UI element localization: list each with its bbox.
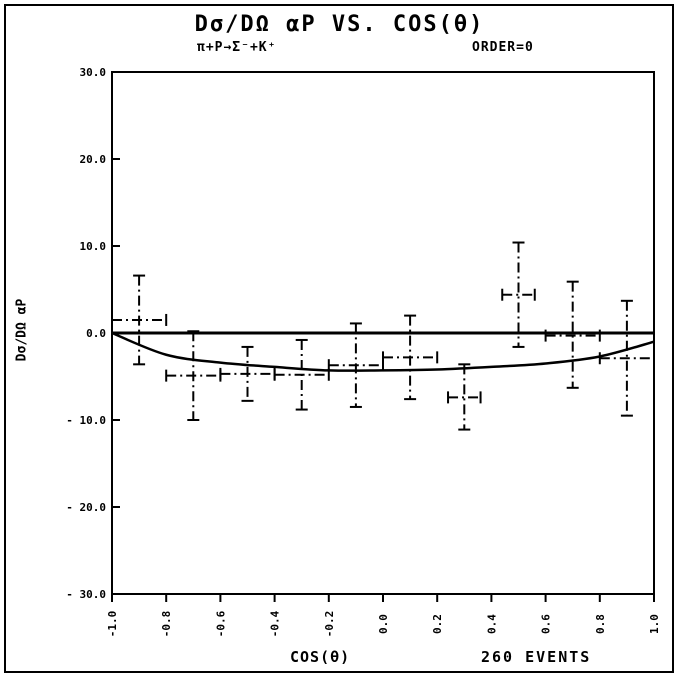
x-tick-label: -0.2	[323, 611, 336, 638]
plot-frame	[4, 4, 674, 673]
chart-title: Dσ/DΩ αP VS. COS(θ)	[194, 12, 485, 37]
x-tick-label: -0.6	[214, 610, 227, 637]
y-tick-label: 30.0	[80, 66, 107, 79]
data-point	[447, 363, 482, 431]
y-tick-label: - 20.0	[66, 501, 106, 514]
data-point	[165, 330, 222, 421]
x-tick-label: 1.0	[648, 614, 661, 634]
y-tick-label: 10.0	[80, 240, 107, 253]
x-tick-label: 0.2	[431, 614, 444, 634]
y-tick-label: - 30.0	[66, 588, 106, 601]
x-tick-label: 0.6	[540, 614, 553, 634]
x-axis-label: COS(θ)	[290, 648, 351, 666]
data-point	[327, 322, 384, 408]
y-ticks: 30.0 20.0 10.0 0.0 - 10.0 - 20.0 - 30.0	[66, 66, 120, 601]
data-point	[382, 314, 439, 401]
data-point	[544, 280, 601, 389]
y-tick-label: 0.0	[86, 327, 106, 340]
x-tick-label: -0.8	[160, 611, 173, 638]
x-ticks: -1.0 -0.8 -0.6 -0.4 -0.2 0.0 0.2 0.4 0.6 0.8 1.0	[106, 594, 661, 637]
data-point	[501, 241, 536, 348]
order-label: ORDER=0	[472, 40, 534, 55]
x-tick-label: 0.8	[594, 614, 607, 634]
data-point	[273, 338, 330, 411]
x-tick-label: -0.4	[269, 610, 282, 637]
x-tick-label: -1.0	[106, 611, 119, 638]
reaction-label: π+P→Σ⁻+K⁺	[197, 40, 277, 55]
data-series	[111, 241, 655, 431]
data-point	[598, 299, 655, 417]
x-tick-label: 0.0	[377, 614, 390, 634]
events-count: 260 EVENTS	[481, 648, 592, 666]
x-tick-label: 0.4	[485, 614, 498, 634]
y-tick-label: 20.0	[80, 153, 107, 166]
data-point	[111, 274, 168, 366]
y-tick-label: - 10.0	[66, 414, 106, 427]
data-point	[219, 345, 276, 402]
